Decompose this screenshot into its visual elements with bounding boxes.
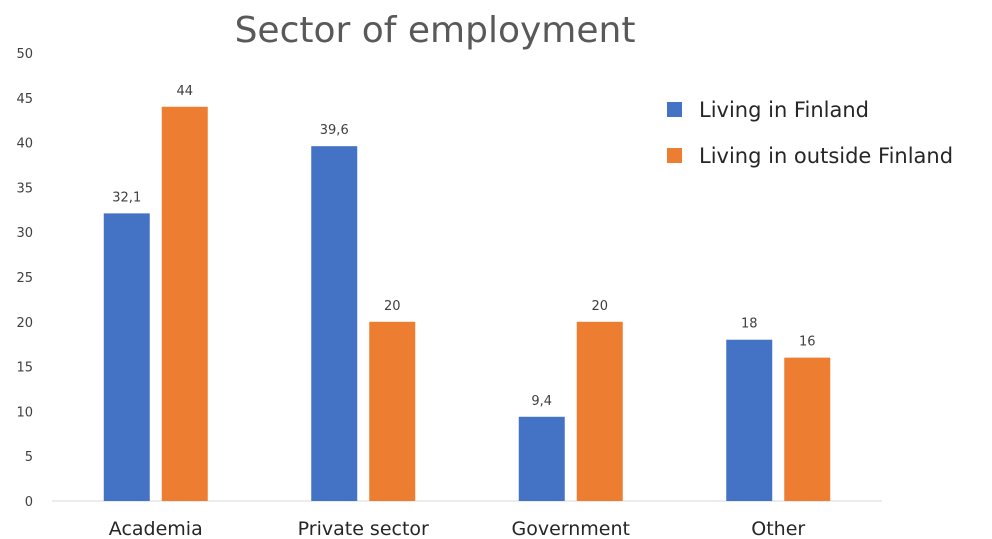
y-tick-label: 40 <box>16 137 33 152</box>
y-tick-label: 10 <box>16 405 33 420</box>
x-tick-label: Private sector <box>298 518 429 539</box>
y-tick-label: 25 <box>16 271 33 286</box>
y-tick-label: 30 <box>16 226 33 241</box>
bar-living-in-outside-finland-government <box>576 321 623 501</box>
bar-living-in-finland-private-sector <box>311 146 358 501</box>
x-tick-label: Government <box>512 518 631 539</box>
y-tick-label: 50 <box>16 47 33 62</box>
data-label: 9,4 <box>531 394 552 409</box>
data-label: 44 <box>176 84 193 99</box>
y-tick-label: 35 <box>16 181 33 196</box>
x-tick-label: Other <box>751 518 805 539</box>
y-axis: 0 5 10 15 20 25 30 35 40 45 50 <box>16 47 33 510</box>
legend-label: Living in Finland <box>699 98 869 122</box>
data-label: 39,6 <box>320 123 349 138</box>
y-tick-label: 15 <box>16 361 33 376</box>
data-label: 32,1 <box>112 190 141 205</box>
legend-label: Living in outside Finland <box>699 144 953 168</box>
data-label: 16 <box>799 335 816 350</box>
y-tick-label: 5 <box>25 450 33 465</box>
chart-title: Sector of employment <box>235 10 636 51</box>
data-label: 18 <box>741 317 758 332</box>
bar-living-in-finland-academia <box>103 213 150 501</box>
bars <box>103 106 831 501</box>
legend: Living in Finland Living in outside Finla… <box>667 98 953 168</box>
legend-swatch <box>667 102 682 117</box>
bar-living-in-outside-finland-academia <box>161 106 208 501</box>
data-label: 20 <box>384 299 401 314</box>
y-tick-label: 45 <box>16 92 33 107</box>
y-tick-label: 0 <box>25 495 33 510</box>
y-tick-label: 20 <box>16 316 33 331</box>
bar-living-in-finland-government <box>518 416 565 501</box>
x-tick-label: Academia <box>109 518 203 539</box>
x-axis: Academia Private sector Government Other <box>109 518 806 539</box>
legend-swatch <box>667 148 682 163</box>
bar-living-in-outside-finland-private-sector <box>369 321 416 501</box>
bar-living-in-outside-finland-other <box>784 357 831 501</box>
data-labels: 32,1 44 39,6 20 9,4 20 18 16 <box>112 84 815 409</box>
data-label: 20 <box>591 299 608 314</box>
bar-living-in-finland-other <box>726 339 773 501</box>
